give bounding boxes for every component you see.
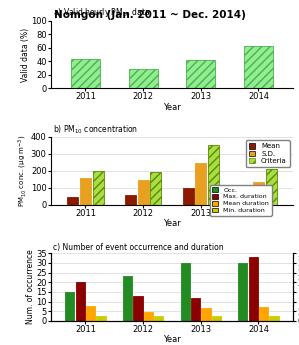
Bar [123,276,132,321]
Bar [269,316,279,321]
Bar [240,192,251,205]
Bar [129,69,158,88]
Text: c) Number of event occurrence and duration: c) Number of event occurrence and durati… [53,243,224,252]
Bar [238,263,248,321]
Bar [86,306,95,321]
Bar [201,308,210,321]
Bar [248,257,258,321]
Bar [212,316,221,321]
Text: a) Valid hourly PM$_{10}$ data: a) Valid hourly PM$_{10}$ data [53,6,150,19]
Bar [154,316,163,321]
Bar [150,172,161,205]
Bar [181,263,190,321]
Bar [76,282,85,321]
Bar [96,316,106,321]
Y-axis label: Num. of occurrence: Num. of occurrence [26,250,35,324]
Legend: Mean, S.D., Criteria: Mean, S.D., Criteria [246,140,289,167]
Bar [195,162,206,205]
Bar [125,195,136,205]
Legend: Occ., Max. duration, Mean duration, Min. duration: Occ., Max. duration, Mean duration, Min.… [210,185,272,216]
Bar [183,188,193,205]
Bar [244,46,273,88]
Y-axis label: PM$_{10}$ conc. (μg m$^{-3}$): PM$_{10}$ conc. (μg m$^{-3}$) [17,135,29,207]
Bar [93,171,103,205]
Text: Nomgon (Jan. 2011 ~ Dec. 2014): Nomgon (Jan. 2011 ~ Dec. 2014) [54,10,245,20]
Bar [186,60,215,88]
Bar [133,296,143,321]
Bar [208,146,219,205]
Bar [65,292,74,321]
Bar [144,312,153,321]
Bar [266,169,277,205]
Y-axis label: Valid data (%): Valid data (%) [21,28,30,81]
Bar [191,298,200,321]
X-axis label: Year: Year [163,103,181,112]
X-axis label: Year: Year [163,219,181,228]
Bar [71,59,100,88]
Bar [253,182,264,205]
Bar [138,180,149,205]
Text: b) PM$_{10}$ concentration: b) PM$_{10}$ concentration [53,123,138,136]
Bar [259,307,268,321]
Bar [80,178,91,205]
Bar [67,197,78,205]
X-axis label: Year: Year [163,335,181,344]
